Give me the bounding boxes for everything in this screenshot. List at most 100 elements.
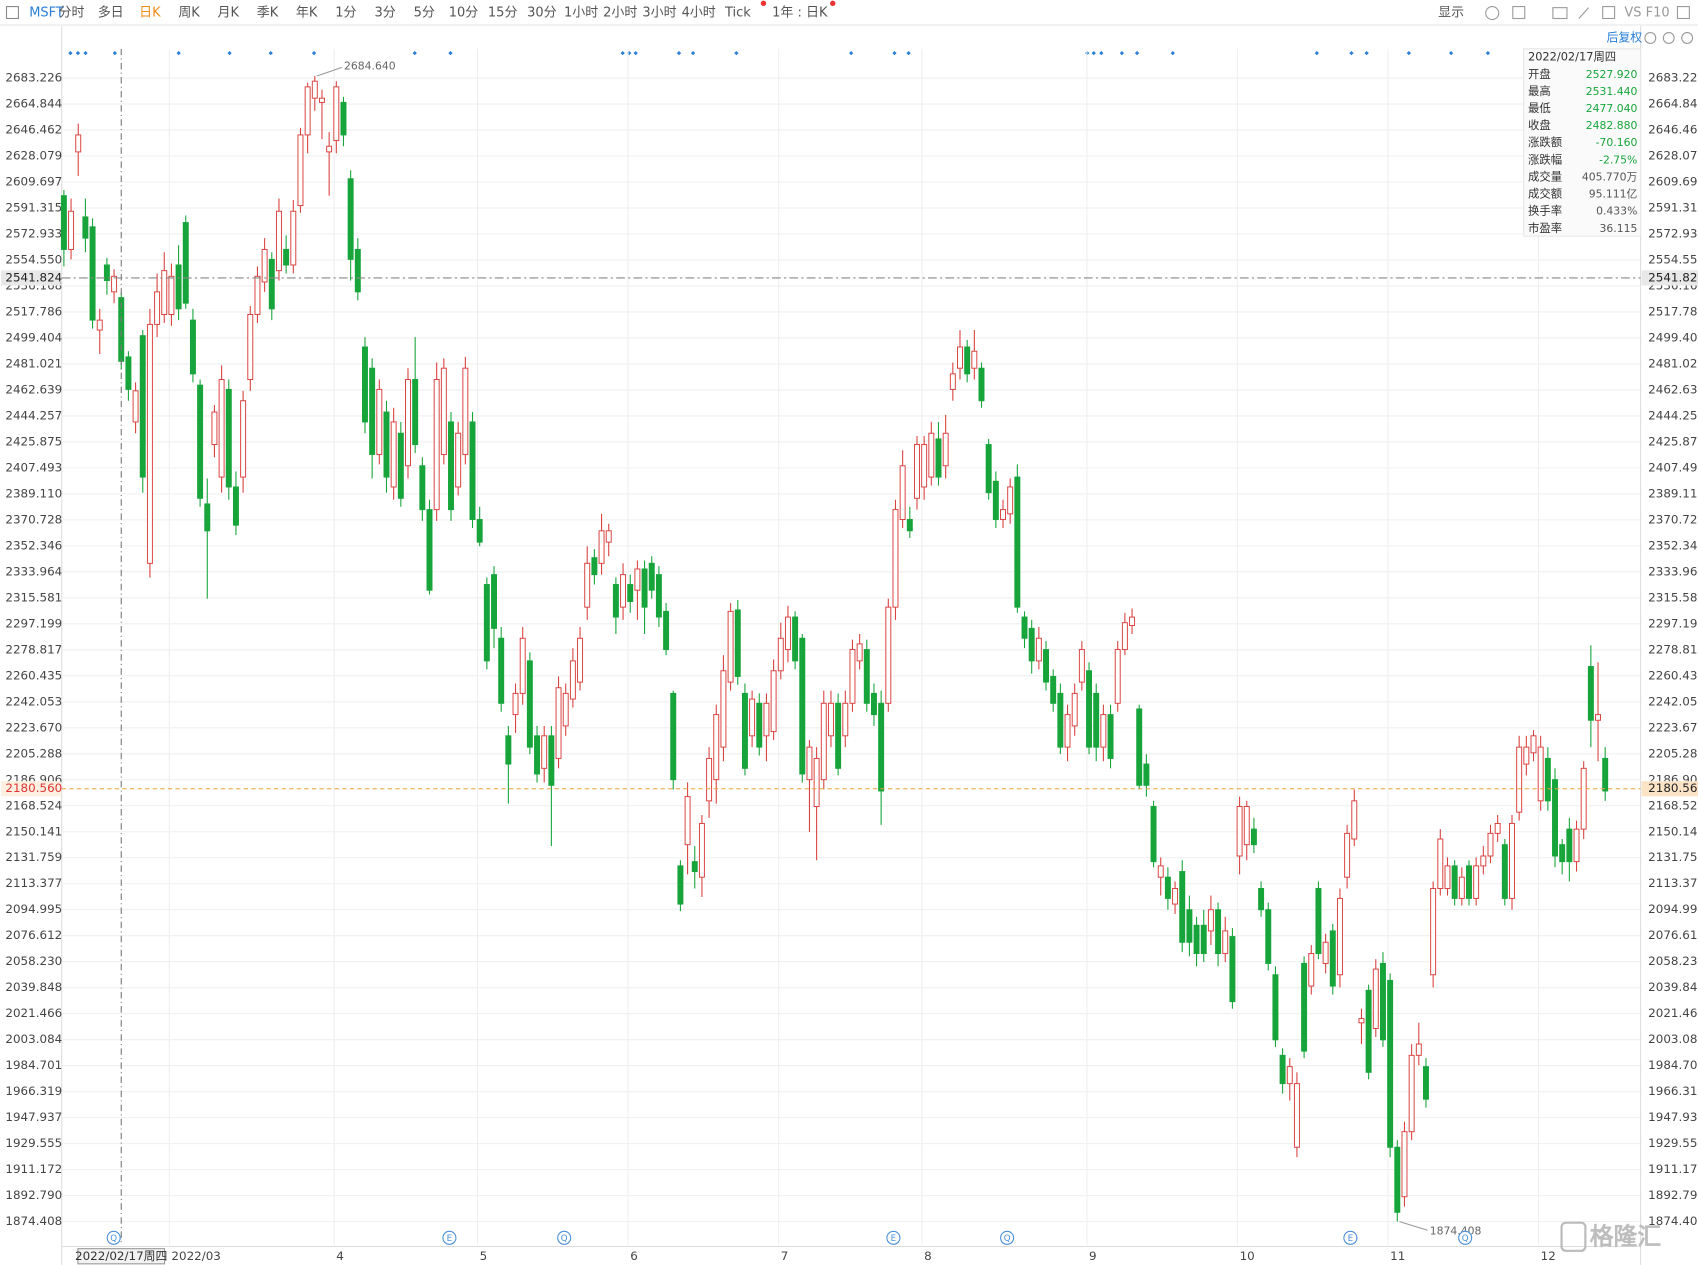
candle-body xyxy=(1143,763,1150,786)
candle-body xyxy=(261,248,268,283)
event-icon[interactable] xyxy=(557,1230,572,1245)
period-tab[interactable]: 15分 xyxy=(488,6,518,21)
period-tab[interactable]: 1小时 xyxy=(564,6,598,21)
y-tick-label-right: 2260.435 xyxy=(1648,668,1698,682)
y-tick-label: 2499.404 xyxy=(5,330,62,344)
reference-label-box-right xyxy=(1641,781,1698,797)
window-icon[interactable] xyxy=(1676,6,1690,20)
event-icon[interactable] xyxy=(1000,1230,1015,1245)
period-tab[interactable]: 10分 xyxy=(449,6,479,21)
event-icon-label: Q xyxy=(1004,1234,1011,1244)
y-tick-label: 2572.933 xyxy=(5,226,62,240)
y-tick-label-right: 2131.759 xyxy=(1648,850,1698,864)
reference-label-box-right xyxy=(1641,270,1698,286)
info-value: 0.433% xyxy=(1596,205,1637,218)
candle-body xyxy=(139,335,146,478)
period-select[interactable]: 1年 : 日K xyxy=(772,6,828,21)
candle-body xyxy=(211,411,218,446)
event-icon-label: E xyxy=(447,1234,452,1244)
candle-body xyxy=(290,210,297,266)
pen-icon[interactable] xyxy=(1578,7,1590,19)
candle-body xyxy=(1422,1066,1429,1100)
watermark-logo xyxy=(1560,1221,1587,1252)
candle-body xyxy=(1164,876,1171,899)
vs-f10[interactable]: VS F10 xyxy=(1624,6,1669,21)
display-menu[interactable]: 显示 xyxy=(1438,6,1464,21)
y-tick-label-right: 2628.079 xyxy=(1648,149,1698,163)
adjust-button[interactable]: 后复权 xyxy=(1607,30,1643,44)
y-tick-label-right: 2333.964 xyxy=(1648,564,1698,578)
period-tab[interactable]: 2小时 xyxy=(603,6,637,21)
candle-body xyxy=(168,275,175,315)
checkbox[interactable] xyxy=(5,6,19,20)
event-icon[interactable] xyxy=(442,1230,457,1245)
period-tab[interactable]: 3小时 xyxy=(642,6,676,21)
y-tick-label: 1966.319 xyxy=(5,1084,62,1098)
y-tick-label-right: 2297.199 xyxy=(1648,616,1698,630)
y-tick-label-right: 2646.462 xyxy=(1648,123,1698,137)
event-icon[interactable] xyxy=(106,1230,121,1245)
period-tab[interactable]: 周K xyxy=(178,6,200,21)
candle-body xyxy=(1387,979,1394,1148)
y-tick-label-right: 2094.995 xyxy=(1648,902,1698,916)
candle-body xyxy=(1559,844,1566,863)
candle-body xyxy=(369,367,376,455)
candle-body xyxy=(189,319,196,375)
period-tab[interactable]: 月K xyxy=(218,6,240,21)
candle-body xyxy=(247,313,254,381)
period-tab[interactable]: 30分 xyxy=(527,6,557,21)
zoom-in-icon[interactable] xyxy=(1681,32,1694,44)
y-tick-label: 2425.875 xyxy=(5,434,62,448)
period-tab[interactable]: 日K xyxy=(139,6,161,21)
candle-body xyxy=(1501,844,1508,899)
candle-body xyxy=(1372,968,1379,1029)
event-icon-label: E xyxy=(1348,1234,1353,1244)
candle-body xyxy=(491,574,498,629)
candle-body xyxy=(634,568,641,591)
settings-icon[interactable] xyxy=(1485,6,1500,21)
candle-body xyxy=(1509,822,1515,899)
candle-body xyxy=(1107,714,1114,759)
y-tick-label-right: 2554.550 xyxy=(1648,252,1698,266)
layout-icon[interactable] xyxy=(1512,6,1526,20)
period-tab[interactable]: 3分 xyxy=(374,6,395,21)
candle-body xyxy=(1329,930,1336,987)
candle-body xyxy=(1322,941,1329,964)
reset-icon[interactable] xyxy=(1644,32,1657,44)
candle-body xyxy=(1207,909,1214,932)
candle-body xyxy=(1358,1018,1365,1024)
period-tab[interactable]: 4小时 xyxy=(682,6,716,21)
x-tick-label: 7 xyxy=(781,1249,789,1263)
y-tick-label-right: 2223.670 xyxy=(1648,720,1698,734)
event-icon[interactable] xyxy=(886,1230,901,1245)
zoom-out-icon[interactable] xyxy=(1662,32,1675,44)
candle-body xyxy=(1121,622,1128,651)
candle-body xyxy=(1351,800,1358,840)
period-tab[interactable]: 5分 xyxy=(414,6,435,21)
toolbar-icons xyxy=(1485,6,1694,44)
max-label: 2684.640 xyxy=(344,59,396,72)
period-tab[interactable]: 分时 xyxy=(58,6,84,21)
fullscreen-icon[interactable] xyxy=(1602,6,1616,20)
candle-body xyxy=(1050,675,1057,704)
period-tab[interactable]: 1分 xyxy=(335,6,356,21)
event-icon[interactable] xyxy=(1343,1230,1358,1245)
period-tab[interactable]: 季K xyxy=(257,6,279,21)
y-tick-label: 2150.141 xyxy=(5,824,62,838)
period-tab[interactable]: 多日 xyxy=(98,6,124,21)
event-icon[interactable] xyxy=(1458,1230,1473,1245)
candle-body xyxy=(505,735,512,765)
camera-icon[interactable] xyxy=(1552,7,1568,20)
info-value: 2477.040 xyxy=(1586,102,1638,115)
y-tick-label-right: 2389.110 xyxy=(1648,486,1698,500)
period-tab[interactable]: 年K xyxy=(296,6,318,21)
min-leader xyxy=(1399,1221,1428,1231)
candle-body xyxy=(1365,989,1372,1073)
candle-body xyxy=(419,465,426,511)
y-tick-label-right: 2205.288 xyxy=(1648,746,1698,760)
candle-body xyxy=(957,346,963,369)
period-tab[interactable]: Tick xyxy=(724,6,751,21)
candle-body xyxy=(863,649,870,704)
reference-label: 2541.824 xyxy=(5,270,62,284)
y-tick-label-right: 2003.084 xyxy=(1648,1032,1698,1046)
